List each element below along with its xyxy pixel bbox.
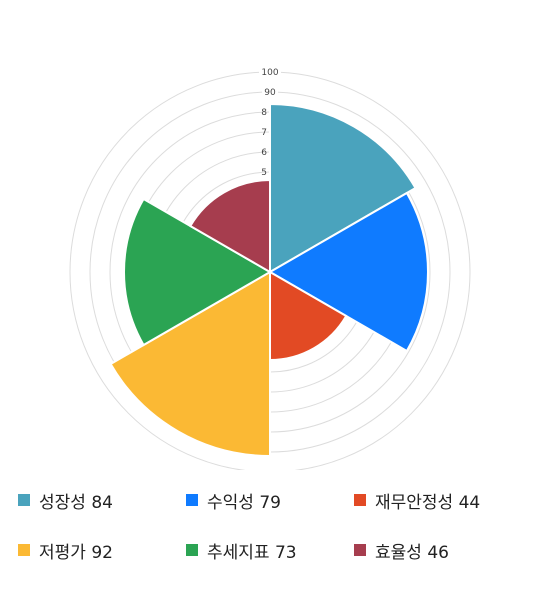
tick-label: 6 <box>261 148 267 158</box>
slice-성장성[interactable] <box>269 102 417 274</box>
legend-label: 추세지표 73 <box>207 542 297 563</box>
legend-swatch <box>186 494 198 506</box>
legend-item-undervalued[interactable]: 저평가 92 <box>18 538 186 563</box>
legend-label: 저평가 92 <box>39 542 113 563</box>
tick-label: 90 <box>264 88 276 98</box>
legend-label: 효율성 46 <box>375 542 449 563</box>
slice-수익성[interactable] <box>268 191 429 353</box>
slices <box>109 102 429 458</box>
legend: 성장성 84 수익성 79 재무안정성 44 저평가 92 추세지표 73 효율… <box>18 488 528 563</box>
slice-효율성[interactable] <box>188 178 271 274</box>
chart-area: 100 90 8 7 6 5 <box>69 67 471 470</box>
slice-저평가[interactable] <box>109 270 271 458</box>
legend-item-efficiency[interactable]: 효율성 46 <box>354 538 528 563</box>
legend-swatch <box>18 494 30 506</box>
tick-label: 100 <box>261 68 278 78</box>
legend-swatch <box>354 494 366 506</box>
legend-item-stability[interactable]: 재무안정성 44 <box>354 488 528 513</box>
legend-label: 수익성 79 <box>207 492 281 513</box>
tick-label: 8 <box>261 108 267 118</box>
polar-area-chart: 100 90 8 7 6 5 <box>69 67 471 470</box>
legend-item-growth[interactable]: 성장성 84 <box>18 488 186 513</box>
legend-label: 재무안정성 44 <box>375 492 481 513</box>
legend-swatch <box>186 544 198 556</box>
slice-추세지표[interactable] <box>123 197 273 347</box>
slice-재무안정성[interactable] <box>269 270 348 362</box>
legend-swatch <box>18 544 30 556</box>
tick-label: 5 <box>261 168 267 178</box>
legend-item-profitability[interactable]: 수익성 79 <box>186 488 354 513</box>
legend-swatch <box>354 544 366 556</box>
legend-item-trend[interactable]: 추세지표 73 <box>186 538 354 563</box>
legend-label: 성장성 84 <box>39 492 113 513</box>
radial-tick-labels: 100 90 8 7 6 5 <box>259 67 281 178</box>
tick-label-bg <box>259 67 281 77</box>
tick-label: 7 <box>261 128 267 138</box>
tick-label-bg <box>262 87 278 97</box>
